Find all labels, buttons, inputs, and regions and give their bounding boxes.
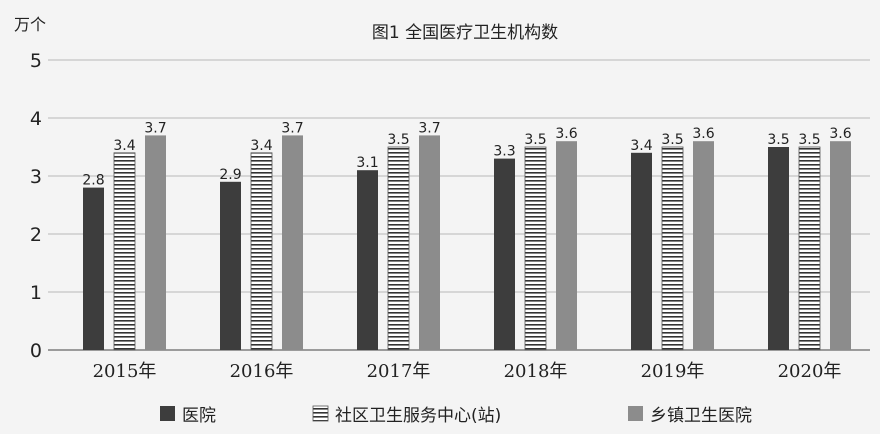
x-tick-label: 2020年 — [778, 361, 842, 382]
chart-title: 图1 全国医疗卫生机构数 — [372, 23, 558, 43]
bar — [250, 152, 273, 351]
legend-swatch — [160, 406, 175, 421]
bar — [113, 152, 136, 351]
data-label: 2.8 — [82, 173, 104, 189]
data-label: 3.6 — [829, 126, 851, 142]
data-label: 3.1 — [356, 155, 378, 171]
x-tick-label: 2019年 — [641, 361, 705, 382]
x-tick-label: 2016年 — [230, 361, 294, 382]
bar — [357, 170, 378, 350]
data-labels: 2.8 3.4 3.7 2.9 3.4 3.7 3.1 3.5 3.7 3.3 3.5 3.6 3.4 3… — [82, 120, 851, 188]
bars — [83, 135, 851, 351]
bar — [556, 141, 577, 350]
bar — [282, 135, 303, 350]
bar — [768, 147, 789, 350]
data-label: 3.5 — [798, 132, 820, 148]
x-tick-label: 2018年 — [504, 361, 568, 382]
legend-label: 社区卫生服务中心(站) — [335, 406, 501, 426]
gridlines — [48, 59, 870, 351]
data-label: 3.5 — [387, 132, 409, 148]
data-label: 3.5 — [524, 132, 546, 148]
data-label: 3.4 — [113, 138, 135, 154]
bar — [798, 146, 821, 351]
data-label: 3.3 — [493, 144, 515, 160]
data-label: 3.4 — [250, 138, 272, 154]
y-tick-label: 3 — [30, 166, 42, 188]
bar — [83, 187, 104, 350]
data-label: 3.5 — [661, 132, 683, 148]
y-tick-label: 2 — [30, 224, 42, 246]
y-tick-label: 0 — [30, 340, 42, 362]
y-tick-label: 4 — [30, 108, 42, 130]
data-label: 2.9 — [219, 167, 241, 183]
y-axis-unit-label: 万个 — [14, 15, 46, 34]
x-tick-label: 2017年 — [367, 361, 431, 382]
bar — [220, 181, 241, 350]
legend-label: 医院 — [182, 406, 216, 426]
x-tick-label: 2015年 — [93, 361, 157, 382]
data-label: 3.7 — [418, 120, 440, 136]
bar — [693, 141, 714, 350]
bar — [631, 152, 652, 350]
bar — [524, 146, 547, 351]
legend-label: 乡镇卫生医院 — [650, 406, 752, 426]
legend: 医院 社区卫生服务中心(站) 乡镇卫生医院 — [160, 405, 752, 426]
legend-swatch — [628, 406, 643, 421]
bar — [387, 146, 410, 351]
data-label: 3.5 — [767, 132, 789, 148]
y-tick-label: 5 — [30, 50, 42, 72]
data-label: 3.4 — [630, 138, 652, 154]
legend-swatch — [312, 405, 329, 422]
y-axis-ticks: 0 1 2 3 4 5 — [30, 50, 42, 362]
y-tick-label: 1 — [30, 282, 42, 304]
bar — [145, 135, 166, 350]
x-axis-ticks: 2015年 2016年 2017年 2018年 2019年 2020年 — [93, 361, 842, 382]
data-label: 3.7 — [144, 120, 166, 136]
data-label: 3.6 — [555, 126, 577, 142]
data-label: 3.6 — [692, 126, 714, 142]
bar — [419, 135, 440, 350]
bar — [494, 158, 515, 350]
bar — [661, 146, 684, 351]
data-label: 3.7 — [281, 120, 303, 136]
bar — [830, 141, 851, 350]
